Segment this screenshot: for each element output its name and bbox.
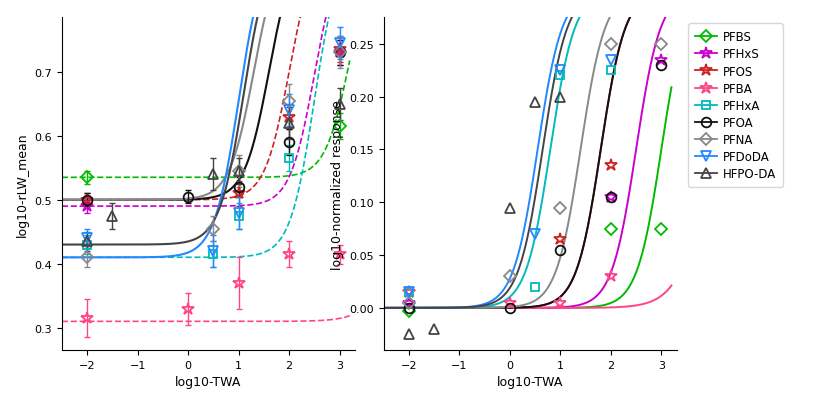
X-axis label: log10-TWA: log10-TWA: [497, 375, 563, 388]
Y-axis label: log10-rLW_mean: log10-rLW_mean: [16, 132, 29, 237]
Legend: PFBS, PFHxS, PFOS, PFBA, PFHxA, PFOA, PFNA, PFDoDA, HFPO-DA: PFBS, PFHxS, PFOS, PFBA, PFHxA, PFOA, PF…: [688, 24, 783, 188]
Y-axis label: log10-normalized response: log10-normalized response: [331, 100, 343, 269]
X-axis label: log10-TWA: log10-TWA: [175, 375, 242, 388]
